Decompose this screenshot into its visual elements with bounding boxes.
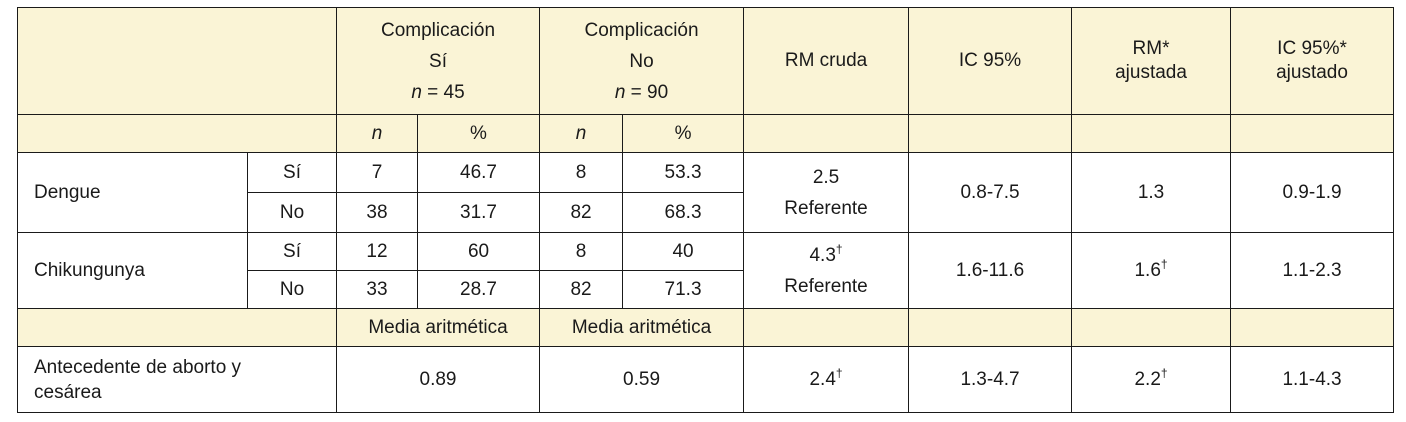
results-table: Complicación Sí n = 45 Complicación No n… bbox=[17, 7, 1395, 413]
header-complicacion-si: Complicación Sí n = 45 bbox=[335, 7, 541, 115]
sub-label: No bbox=[247, 270, 337, 309]
antecedente-ic95: 1.3-4.7 bbox=[908, 346, 1073, 413]
chik-rm-aj: 1.6† bbox=[1071, 232, 1232, 309]
header-blank-cell bbox=[17, 7, 337, 115]
row-label-dengue: Dengue bbox=[17, 152, 248, 233]
chik-ic95: 1.6-11.6 bbox=[908, 232, 1073, 309]
antecedente-val-no: 0.59 bbox=[539, 346, 745, 413]
table-row: Chikungunya Sí 12 60 8 40 4.3† Referente… bbox=[17, 232, 1395, 309]
table-row: Dengue Sí 7 46.7 8 53.3 2.5 Referente 0.… bbox=[17, 152, 1395, 233]
header-rm-ajustada: RM* ajustada bbox=[1071, 7, 1232, 115]
antecedente-val-si: 0.89 bbox=[335, 346, 541, 413]
subheader-row: n % n % bbox=[17, 114, 1395, 153]
header-rm-cruda: RM cruda bbox=[743, 7, 910, 115]
row-label-chikungunya: Chikungunya bbox=[17, 232, 248, 309]
media-si: Media aritmética bbox=[335, 308, 541, 347]
media-row: Media aritmética Media aritmética bbox=[17, 308, 1395, 347]
dengue-rm-cruda: 2.5 Referente bbox=[743, 152, 910, 233]
antecedente-rm-aj: 2.2† bbox=[1071, 346, 1232, 413]
dengue-ic95: 0.8-7.5 bbox=[908, 152, 1073, 233]
table-row: Antecedente de aborto y cesárea 0.89 0.5… bbox=[17, 346, 1395, 413]
subheader-n-no: n bbox=[539, 114, 624, 153]
sub-label: Sí bbox=[247, 232, 337, 271]
header-complicacion-no: Complicación No n = 90 bbox=[539, 7, 745, 115]
sub-label: No bbox=[247, 192, 337, 233]
sub-label: Sí bbox=[247, 152, 337, 193]
row-label-antecedente: Antecedente de aborto y cesárea bbox=[17, 346, 337, 413]
header-ic95-ajustado: IC 95%* ajustado bbox=[1230, 7, 1395, 115]
dengue-rm-aj: 1.3 bbox=[1071, 152, 1232, 233]
antecedente-rm-cruda: 2.4† bbox=[743, 346, 910, 413]
subheader-pct-si: % bbox=[416, 114, 541, 153]
subheader-pct-no: % bbox=[622, 114, 745, 153]
subheader-n-si: n bbox=[336, 114, 418, 153]
table-row: No 38 31.7 82 68.3 bbox=[18, 192, 1394, 233]
media-no: Media aritmética bbox=[539, 308, 745, 347]
header-row: Complicación Sí n = 45 Complicación No n… bbox=[17, 7, 1395, 115]
dengue-ic95-aj: 0.9-1.9 bbox=[1230, 152, 1395, 233]
chik-rm-cruda: 4.3† Referente bbox=[743, 232, 910, 309]
antecedente-ic95-aj: 1.1-4.3 bbox=[1230, 346, 1395, 413]
header-ic95: IC 95% bbox=[908, 7, 1073, 115]
chik-ic95-aj: 1.1-2.3 bbox=[1230, 232, 1395, 309]
table-row: No 33 28.7 82 71.3 bbox=[18, 270, 1394, 309]
